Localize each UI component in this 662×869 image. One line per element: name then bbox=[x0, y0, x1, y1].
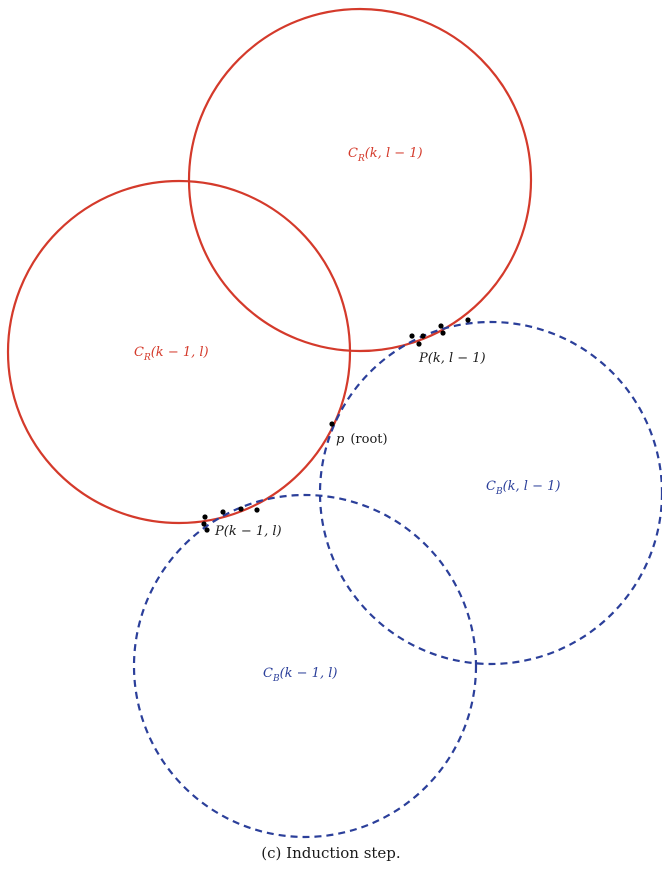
label-point-set-k-l-minus-1: P(k, l − 1) bbox=[418, 351, 486, 366]
label-root-point: p (root) bbox=[336, 432, 388, 447]
point bbox=[409, 333, 415, 339]
point bbox=[238, 506, 244, 512]
circle-cr-k-minus-1-l bbox=[6, 179, 352, 525]
label-cr-k-minus-1-l: CR(k − 1, l) bbox=[134, 345, 209, 363]
label-point-set-k-minus-1-l: P(k − 1, l) bbox=[214, 524, 282, 539]
circle-cb-k-l-minus-1 bbox=[318, 320, 662, 666]
point bbox=[202, 514, 208, 520]
point bbox=[254, 507, 260, 513]
label-cr-k-l-minus-1: CR(k, l − 1) bbox=[348, 146, 423, 164]
label-cb-k-minus-1-l: CB(k − 1, l) bbox=[263, 666, 337, 684]
point bbox=[440, 330, 446, 336]
point bbox=[201, 521, 207, 527]
label-cb-k-l-minus-1: CB(k, l − 1) bbox=[486, 479, 560, 497]
point bbox=[204, 527, 210, 533]
circle-cb-k-minus-1-l bbox=[132, 493, 478, 839]
point-set-k-l-minus-1 bbox=[409, 317, 471, 347]
circle-cr-k-l-minus-1 bbox=[187, 7, 533, 353]
point bbox=[220, 509, 226, 515]
point bbox=[420, 333, 426, 339]
root-point bbox=[329, 421, 335, 427]
point bbox=[465, 317, 471, 323]
figure-caption: (c) Induction step. bbox=[261, 844, 401, 862]
point bbox=[438, 323, 444, 329]
point bbox=[416, 341, 422, 347]
point-set-k-minus-1-l bbox=[201, 506, 260, 533]
